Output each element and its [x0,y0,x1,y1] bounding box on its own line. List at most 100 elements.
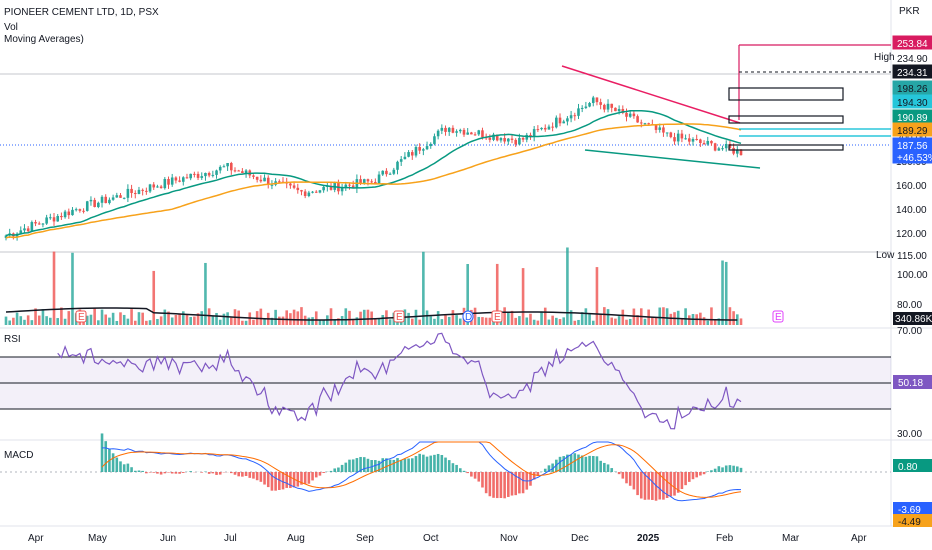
volume-bar [636,315,639,325]
candle-body [126,188,130,198]
volume-bar [702,317,706,325]
zone-box-2[interactable] [728,115,844,124]
macd-histogram-bar [278,472,281,490]
time-axis[interactable]: Apr May Jun Jul Aug Sep Oct Nov Dec 2025 Feb Mar Apr [28,533,867,544]
volume-bar [252,319,255,325]
macd-histogram-bar [241,472,244,477]
candle-body [547,126,551,130]
candle-body [141,189,144,191]
legend-ma[interactable]: Moving Averages) [4,34,84,45]
candle-body [658,127,662,130]
candle-body [543,127,547,130]
candle-body [555,117,558,128]
volume-bar [728,307,732,325]
candle-body [185,177,189,179]
price-tag-label: +46.53% [897,153,932,164]
macd-histogram-bar [348,459,351,472]
macd-histogram-bar [122,464,126,472]
macd-histogram-bar [296,472,300,487]
candle-body [676,133,680,142]
zone-box-3[interactable] [728,144,844,151]
macd-tag-label: 0.80 [898,462,918,473]
candle-body [204,172,207,177]
volume-bar [259,308,263,325]
zone-box-1[interactable] [728,87,844,101]
macd-histogram-bar [481,472,484,488]
volume-bar [178,314,181,325]
candle-body [34,222,37,224]
candle-body [388,173,392,175]
volume-bar [580,312,584,325]
price-tag-label: 115.00 [897,251,927,262]
legend-rsi[interactable]: RSI [4,334,21,345]
macd-histogram-bar [444,457,447,472]
volume-bar [721,260,724,325]
macd-histogram-bar [141,470,144,472]
candle-body [340,187,344,192]
price-tick-label: 160.00 [896,181,927,192]
volume-ma-line [5,307,738,321]
volume-bar [495,263,499,325]
event-marker-bg [393,310,405,323]
volume-bar [525,317,529,325]
price-tag-bg [892,80,932,95]
candle-body [351,185,355,189]
volume-bar [543,307,547,325]
macd-histogram-bar [311,472,314,481]
candle-body [599,102,602,105]
volume-bar [569,310,573,325]
macd-histogram-bar [632,472,636,490]
macd-line [102,441,742,502]
legend-vol[interactable]: Vol [4,22,18,33]
macd-histogram-bar [207,472,211,474]
rsi-line [57,332,742,430]
macd-histogram-bar [495,472,499,499]
currency-label[interactable]: PKR [899,6,920,17]
volume-bar [418,319,421,325]
volume-bar [447,316,451,325]
candle-body [433,136,436,144]
trendline-upper[interactable] [561,65,741,124]
drawings[interactable] [561,44,891,169]
macd-histogram-bar [429,455,433,472]
candle-body [739,149,743,156]
macd-histogram-bar [673,472,676,496]
chart-title[interactable]: PIONEER CEMENT LTD, 1D, PSX [4,7,159,18]
volume-bar [337,318,340,325]
macd-histogram-bar [606,464,610,472]
volume-bar [614,318,617,325]
macd-histogram-bar [710,470,713,472]
price-tag-bg [892,247,932,262]
macd-histogram-bar [285,472,289,488]
candle-body [115,195,119,198]
volume-bar [274,309,277,325]
candle-body [525,134,529,140]
macd-histogram-bar [388,459,392,472]
candle-body [591,97,595,104]
low-label: Low [876,250,895,261]
candle-body [540,127,543,130]
trendline-lower[interactable] [584,149,761,169]
price-tag-bg [892,35,932,50]
candle-body [410,152,414,156]
macd-tag-bg [893,502,932,515]
macd-histogram-bar [181,472,185,473]
macd-histogram-bar [621,472,625,479]
volume-bar [739,318,743,325]
volume-bar [374,319,377,325]
candle-body [259,179,263,182]
candle-body [617,108,621,112]
price-tag-label: 253.84 [897,39,928,50]
macd-histogram-bar [625,472,628,484]
macd-histogram-bar [591,455,595,472]
legend-macd[interactable]: MACD [4,450,33,461]
price-tag-label: 234.90 [897,54,928,65]
volume-bar [67,311,71,325]
volume-tick-label: 80.00 [897,300,922,311]
candle-body [49,217,52,219]
candle-body [145,190,148,192]
volume-bar [148,320,152,325]
macd-histogram-bar [126,463,130,472]
